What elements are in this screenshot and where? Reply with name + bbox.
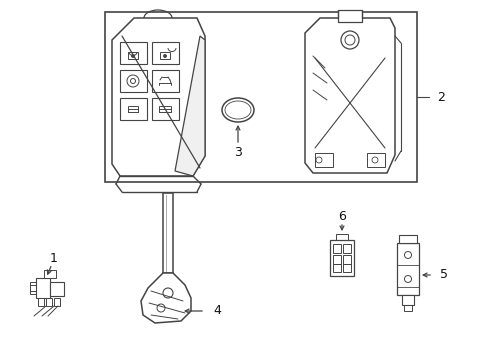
Bar: [163, 193, 173, 273]
Bar: [336, 234, 348, 240]
Bar: [46, 298, 52, 306]
Circle shape: [164, 54, 167, 58]
Bar: [315, 153, 333, 167]
Bar: [333, 244, 341, 253]
Bar: [333, 255, 341, 264]
Circle shape: [131, 54, 134, 58]
Bar: [36, 278, 50, 298]
Bar: [152, 70, 179, 92]
Bar: [402, 295, 414, 305]
Bar: [152, 42, 179, 64]
Bar: [152, 98, 179, 120]
Bar: [160, 52, 170, 59]
Text: 4: 4: [213, 305, 221, 318]
Bar: [120, 98, 147, 120]
Bar: [54, 298, 60, 306]
Bar: [44, 270, 56, 278]
Polygon shape: [112, 18, 205, 176]
Bar: [338, 10, 362, 22]
Bar: [404, 305, 412, 311]
Polygon shape: [175, 36, 205, 176]
Bar: [333, 264, 341, 272]
Polygon shape: [305, 18, 395, 173]
Bar: [30, 282, 36, 294]
Bar: [343, 264, 351, 272]
Bar: [50, 282, 64, 296]
Bar: [343, 244, 351, 253]
Text: 6: 6: [338, 210, 346, 222]
Text: 1: 1: [50, 252, 58, 265]
Text: 3: 3: [234, 145, 242, 158]
Bar: [38, 298, 44, 306]
Ellipse shape: [222, 98, 254, 122]
Bar: [120, 70, 147, 92]
Polygon shape: [141, 273, 191, 323]
Bar: [397, 243, 419, 295]
Bar: [367, 153, 385, 167]
Bar: [399, 235, 417, 243]
Bar: [105, 12, 417, 182]
Bar: [120, 42, 147, 64]
Text: 2: 2: [437, 90, 445, 104]
Bar: [330, 240, 354, 276]
Bar: [343, 255, 351, 264]
Bar: [128, 52, 138, 59]
Text: 5: 5: [440, 269, 448, 282]
